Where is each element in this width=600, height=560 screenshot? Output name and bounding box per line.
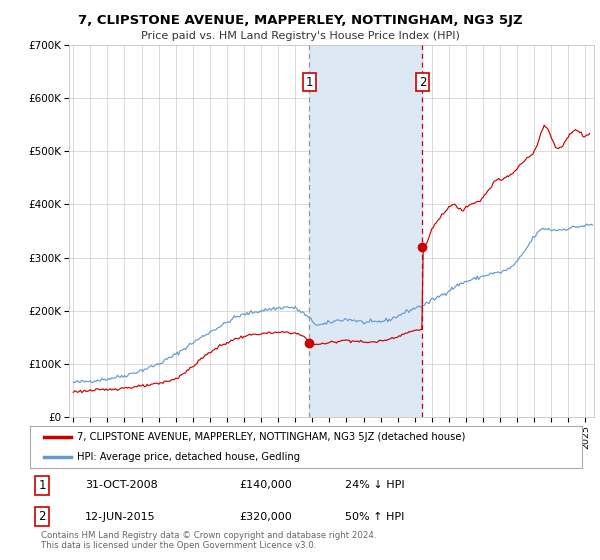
Text: 7, CLIPSTONE AVENUE, MAPPERLEY, NOTTINGHAM, NG3 5JZ (detached house): 7, CLIPSTONE AVENUE, MAPPERLEY, NOTTINGH… <box>77 432 465 442</box>
Text: Contains HM Land Registry data © Crown copyright and database right 2024.
This d: Contains HM Land Registry data © Crown c… <box>41 531 377 550</box>
Text: 2: 2 <box>38 510 46 524</box>
Text: £140,000: £140,000 <box>240 480 293 491</box>
Text: 2: 2 <box>419 76 426 88</box>
Text: 24% ↓ HPI: 24% ↓ HPI <box>344 480 404 491</box>
Text: 1: 1 <box>38 479 46 492</box>
Text: 12-JUN-2015: 12-JUN-2015 <box>85 512 156 522</box>
Text: Price paid vs. HM Land Registry's House Price Index (HPI): Price paid vs. HM Land Registry's House … <box>140 31 460 41</box>
Bar <box>310 45 422 417</box>
Text: HPI: Average price, detached house, Gedling: HPI: Average price, detached house, Gedl… <box>77 452 300 462</box>
Text: 7, CLIPSTONE AVENUE, MAPPERLEY, NOTTINGHAM, NG3 5JZ: 7, CLIPSTONE AVENUE, MAPPERLEY, NOTTINGH… <box>77 14 523 27</box>
Text: 31-OCT-2008: 31-OCT-2008 <box>85 480 158 491</box>
Text: 50% ↑ HPI: 50% ↑ HPI <box>344 512 404 522</box>
Text: 1: 1 <box>305 76 313 88</box>
Text: £320,000: £320,000 <box>240 512 293 522</box>
